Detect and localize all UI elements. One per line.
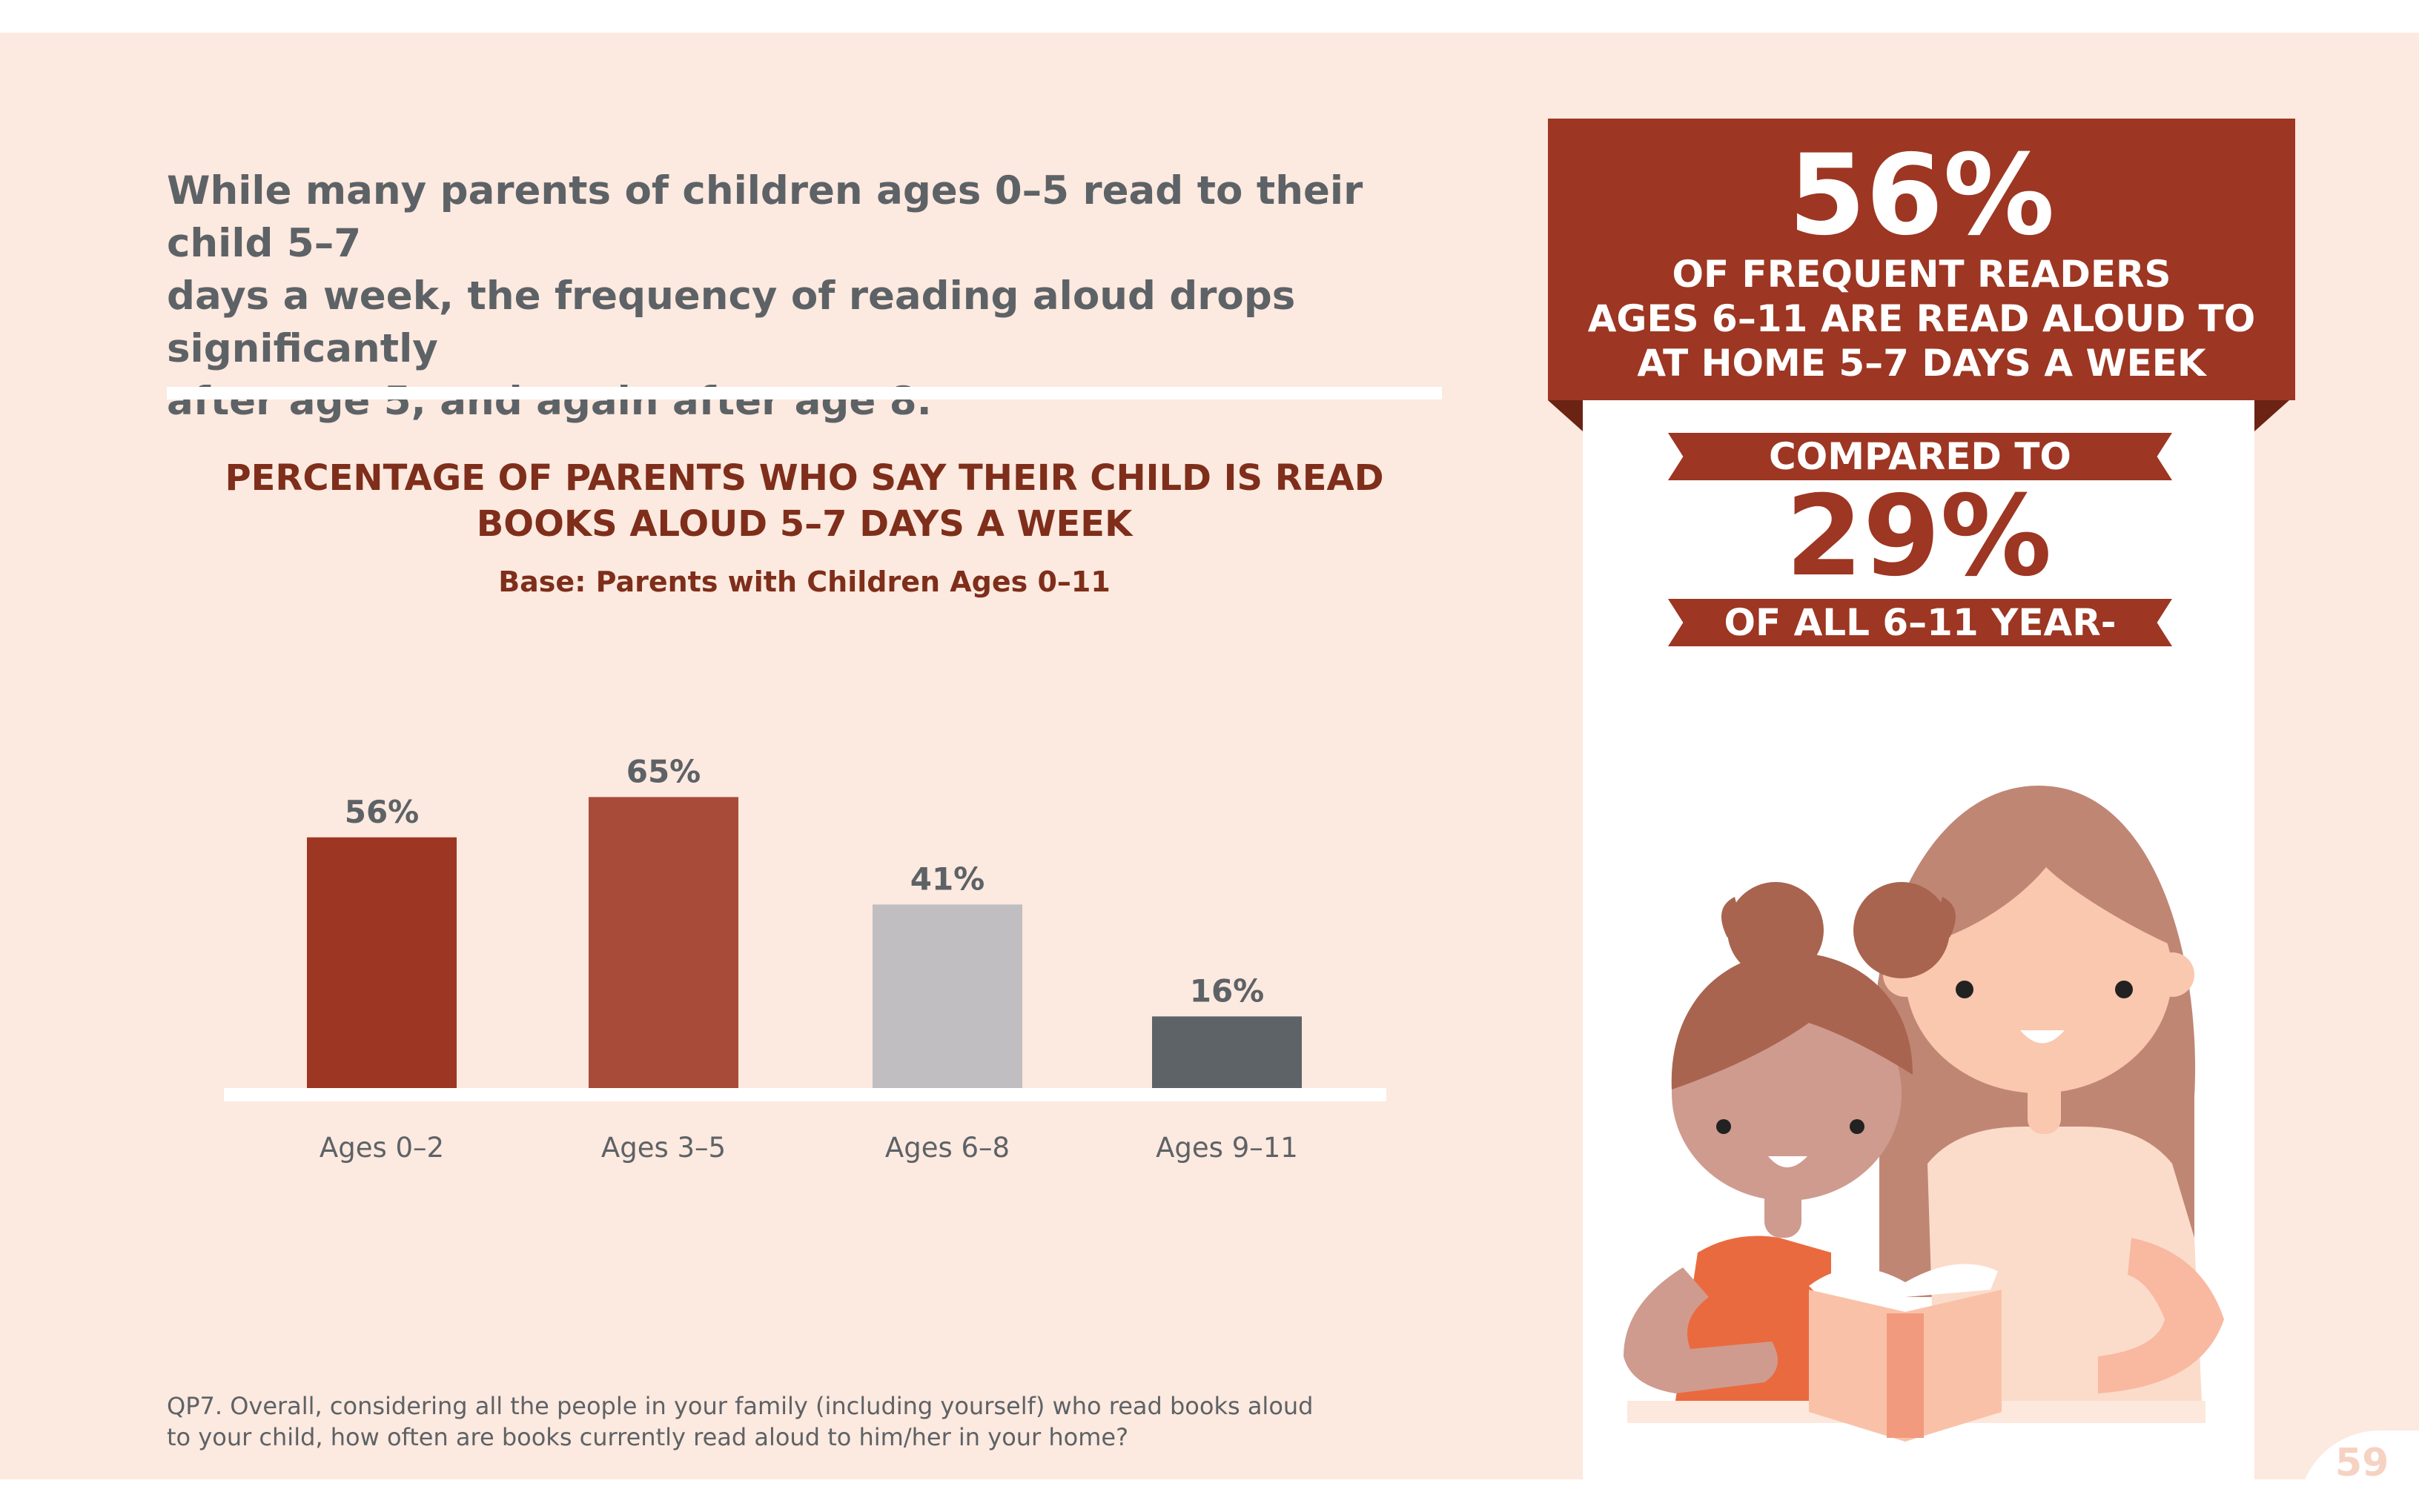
second-stat: 29%	[1785, 472, 2052, 601]
chart-title-line: BOOKS ALOUD 5–7 DAYS A WEEK	[476, 503, 1133, 545]
data-label: 16%	[1190, 972, 1265, 1009]
chart-title-line: PERCENTAGE OF PARENTS WHO SAY THEIR CHIL…	[225, 457, 1384, 499]
intro-line: days a week, the frequency of reading al…	[167, 273, 1296, 371]
banner-line: AGES 6–11 ARE READ ALOUD TO	[1587, 297, 2256, 340]
divider	[167, 387, 1442, 399]
footnote-line: to your child, how often are books curre…	[167, 1423, 1129, 1451]
banner-fold-right	[2254, 400, 2289, 431]
data-label: 56%	[345, 794, 420, 830]
bar-3	[873, 904, 1022, 1088]
banner-text: OF FREQUENT READERS AGES 6–11 ARE READ A…	[1548, 252, 2295, 385]
bar-1	[307, 837, 457, 1088]
category-label: Ages 3–5	[601, 1132, 726, 1164]
footnote-line: QP7. Overall, considering all the people…	[167, 1392, 1314, 1420]
banner-line: OF FREQUENT READERS	[1672, 253, 2171, 296]
footnote: QP7. Overall, considering all the people…	[167, 1390, 1353, 1453]
intro-text: While many parents of children ages 0–5 …	[167, 165, 1457, 428]
chart-title: PERCENTAGE OF PARENTS WHO SAY THEIR CHIL…	[167, 455, 1442, 547]
page-number: 59	[2335, 1441, 2389, 1485]
second-label-ribbon: OF ALL 6–11 YEAR-OLDS	[1668, 599, 2172, 646]
bar-2	[589, 797, 738, 1088]
intro-line: While many parents of children ages 0–5 …	[167, 168, 1363, 266]
category-label: Ages 6–8	[885, 1132, 1010, 1164]
data-label: 41%	[910, 861, 985, 897]
compared-to-ribbon: COMPARED TO	[1668, 433, 2172, 480]
data-label: 65%	[626, 753, 701, 789]
chart-baseline	[224, 1088, 1386, 1101]
category-label: Ages 9–11	[1156, 1132, 1298, 1164]
banner-fold-left	[1548, 400, 1583, 431]
bar-chart: 56% Ages 0–2 65% Ages 3–5 41% Ages 6–8 16% Ages…	[224, 753, 1386, 1164]
category-label: Ages 0–2	[320, 1132, 444, 1164]
bar-4	[1152, 1016, 1302, 1088]
intro-line: after age 5, and again after age 8.	[167, 379, 932, 424]
big-stat: 56%	[1788, 131, 2055, 260]
stat-banner: 56% OF FREQUENT READERS AGES 6–11 ARE RE…	[1548, 119, 2295, 400]
parent-and-child-reading-icon	[1624, 786, 2224, 1442]
chart-subtitle: Base: Parents with Children Ages 0–11	[498, 566, 1111, 598]
banner-line: AT HOME 5–7 DAYS A WEEK	[1637, 342, 2206, 385]
